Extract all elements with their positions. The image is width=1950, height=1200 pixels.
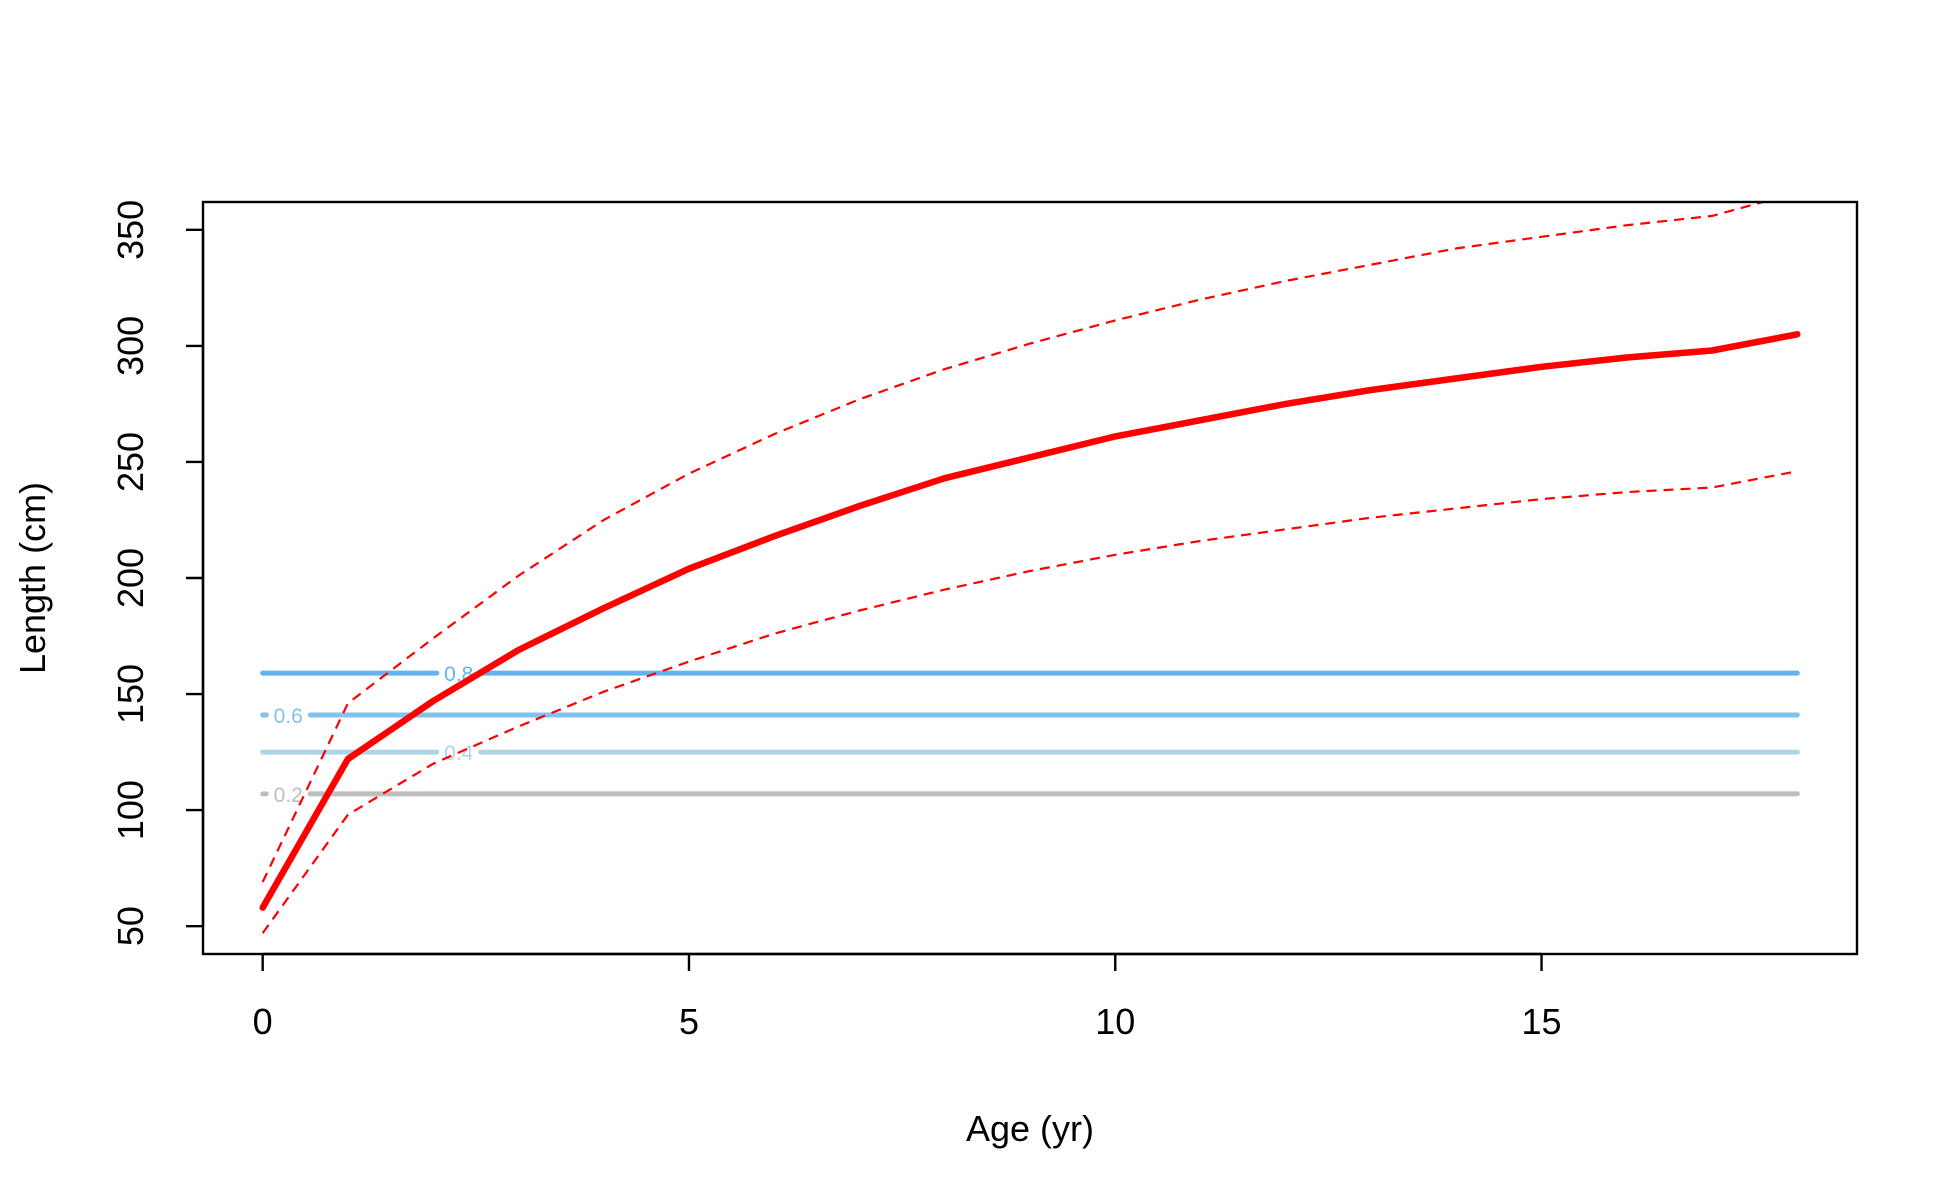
contour-0.4: 0.4 (260, 742, 1800, 765)
contour-label: 0.2 (274, 784, 303, 807)
series-lines (259, 202, 1801, 934)
x-axis-title: Age (yr) (966, 1108, 1094, 1149)
x-tick-label: 5 (679, 1001, 699, 1042)
x-tick-label: 10 (1095, 1001, 1135, 1042)
y-axis-title: Length (cm) (12, 482, 53, 674)
mean-length-line (259, 331, 1801, 911)
contour-0.8: 0.8 (260, 663, 1800, 686)
contour-lines: 0.8 0.6 0.4 0.2 (260, 663, 1800, 807)
y-tick-label: 150 (110, 664, 151, 724)
upper-interval-line (261, 202, 1768, 883)
x-tick-label: 15 (1522, 1001, 1562, 1042)
y-tick-label: 300 (110, 316, 151, 376)
x-tick-label: 0 (253, 1001, 273, 1042)
y-tick-label: 200 (110, 548, 151, 608)
y-tick-label: 50 (110, 906, 151, 946)
contour-label: 0.6 (274, 705, 303, 728)
x-axis: 0 5 10 15 (253, 952, 1562, 1042)
y-tick-label: 250 (110, 432, 151, 492)
y-axis: 50 100 150 200 250 300 350 (110, 200, 205, 946)
contour-0.2: 0.2 (260, 784, 1800, 807)
contour-0.6: 0.6 (260, 705, 1800, 728)
y-tick-label: 350 (110, 200, 151, 260)
plot-frame (201, 200, 1859, 956)
y-tick-label: 100 (110, 780, 151, 840)
lower-interval-line (261, 470, 1798, 934)
